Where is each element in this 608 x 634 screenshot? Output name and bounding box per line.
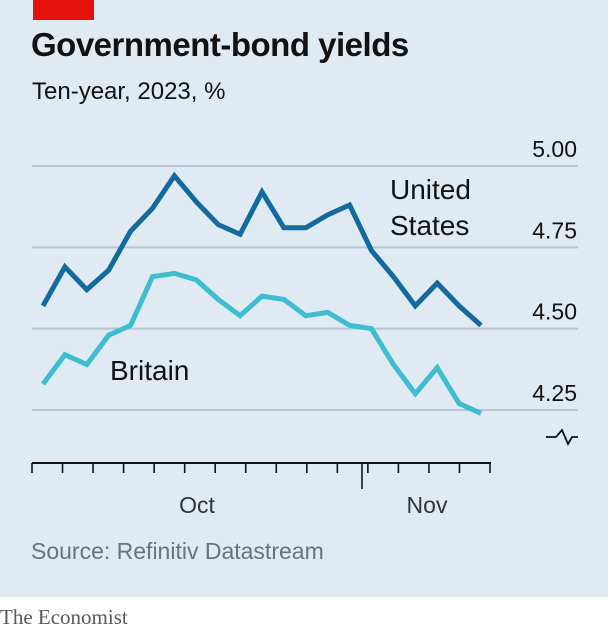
chart-panel: [0, 0, 608, 597]
series-labels: United States Britain: [110, 174, 471, 386]
series-line: [40, 171, 483, 328]
x-tick-label: Nov: [407, 492, 448, 518]
series-line: [40, 270, 483, 416]
y-tick-label: 4.25: [532, 380, 577, 406]
publisher-logo: The Economist: [0, 605, 128, 629]
source-note: Source: Refinitiv Datastream: [31, 538, 324, 564]
x-axis: Oct Nov: [31, 462, 491, 518]
chart-plot: 4.25 4.50 4.75 5.00 Oct Nov United States Brit…: [31, 136, 578, 518]
axis-break-icon: [546, 428, 578, 447]
brand-red-tag: [33, 0, 94, 20]
chart-title: Government-bond yields: [31, 26, 409, 63]
series-lines: [40, 171, 483, 416]
chart-subtitle: Ten-year, 2023, %: [32, 78, 226, 105]
series-label: States: [390, 210, 469, 241]
series-label: Britain: [110, 355, 189, 386]
y-tick-label: 4.75: [532, 217, 577, 243]
x-tick-label: Oct: [179, 492, 215, 518]
y-tick-labels: 4.25 4.50 4.75 5.00: [532, 136, 577, 406]
y-tick-label: 5.00: [532, 136, 577, 162]
series-label: United: [390, 174, 471, 205]
y-tick-label: 4.50: [532, 299, 577, 325]
axis-break: [546, 428, 578, 447]
